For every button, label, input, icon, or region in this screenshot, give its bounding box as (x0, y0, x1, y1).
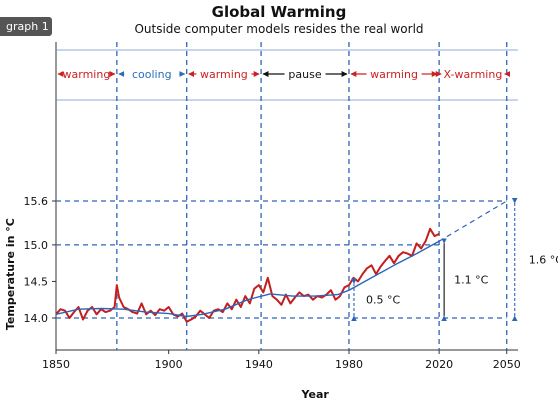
x-tick-label: 2020 (425, 358, 453, 371)
period-label: X-warming (444, 68, 503, 81)
x-tick-label: 2050 (493, 358, 521, 371)
x-axis-title: Year (301, 388, 330, 401)
x-tick-label: 1850 (42, 358, 70, 371)
annotation-label: 0.5 °C (366, 294, 400, 307)
temperature-series-line (55, 227, 440, 323)
y-tick-label: 14.5 (24, 275, 49, 288)
trend-series-line (55, 240, 440, 318)
annotation-label: 1.6 °C (529, 254, 558, 267)
y-tick-label: 14.0 (24, 312, 49, 325)
chart-subtitle: Outside computer models resides the real… (134, 22, 424, 36)
period-label: warming (63, 68, 111, 81)
y-axis-title: Temperature in °C (4, 218, 17, 330)
x-tick-label: 1900 (155, 358, 183, 371)
projection-line (438, 200, 508, 242)
x-tick-label: 1940 (245, 358, 273, 371)
period-label: warming (370, 68, 418, 81)
annotation-label: 1.1 °C (454, 274, 488, 287)
period-label: pause (288, 68, 321, 81)
y-tick-label: 15.6 (24, 195, 49, 208)
chart-title: Global Warming (211, 3, 347, 21)
graph-badge: graph 1 (0, 17, 52, 36)
period-label: warming (200, 68, 248, 81)
period-label: cooling (132, 68, 172, 81)
x-tick-label: 1980 (335, 358, 363, 371)
y-tick-label: 15.0 (24, 239, 49, 252)
